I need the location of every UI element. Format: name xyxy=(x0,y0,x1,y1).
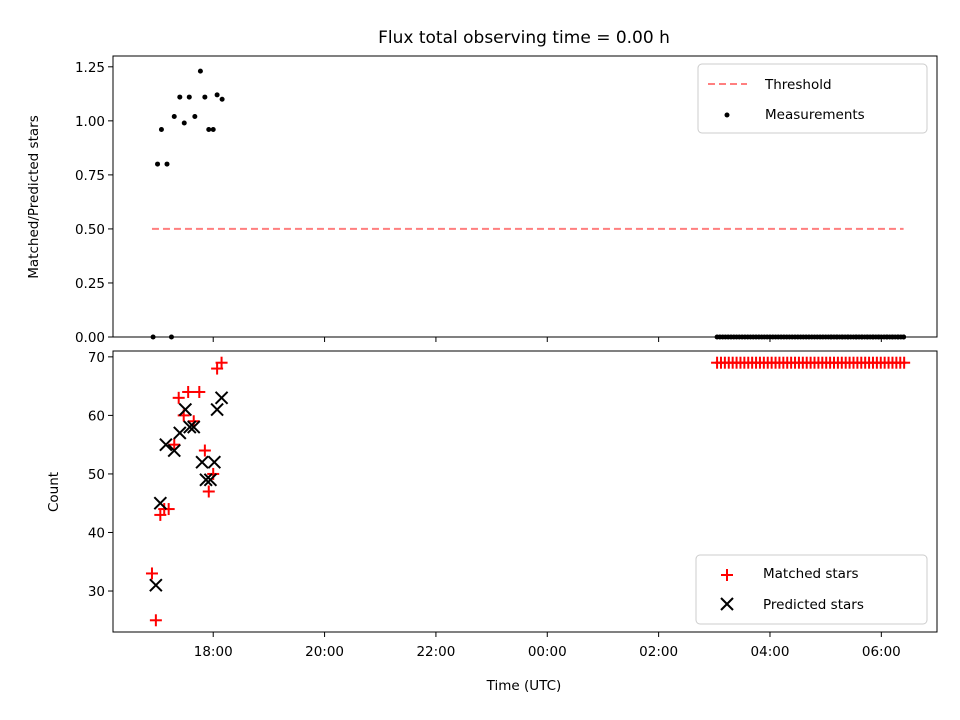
ratio-axes-frame xyxy=(112,55,938,338)
legend-predicted-label: Predicted stars xyxy=(763,597,864,613)
matched-star-point xyxy=(168,438,181,451)
ratio-y-tick-label: 0.00 xyxy=(75,330,105,346)
predicted-star-point xyxy=(214,391,229,405)
chart-title: Flux total observing time = 0.00 h xyxy=(378,28,670,48)
matched-star-point xyxy=(172,391,185,404)
count-x-tick-label: 06:00 xyxy=(862,644,901,660)
measurement-point xyxy=(186,94,192,100)
count-y-tick-label: 40 xyxy=(88,525,105,541)
matched-star-point xyxy=(182,385,195,398)
ratio-y-tick-label: 1.25 xyxy=(75,60,105,76)
predicted-star-point xyxy=(207,455,222,469)
matched-star-point xyxy=(149,614,162,627)
predicted-star-point xyxy=(159,437,173,452)
matched-star-point xyxy=(898,356,911,369)
count-x-tick-label: 22:00 xyxy=(416,644,455,660)
predicted-star-point xyxy=(199,473,213,487)
measurement-point xyxy=(214,92,220,98)
count-y-axis-label: Count xyxy=(46,472,62,512)
measurement-point xyxy=(210,126,216,132)
predicted-star-point xyxy=(149,578,163,592)
measurement-point xyxy=(197,68,203,74)
measurement-point xyxy=(181,120,187,126)
count-y-tick-label: 50 xyxy=(88,467,105,483)
count-y-tick-label: 60 xyxy=(88,408,105,424)
matched-star-point xyxy=(193,385,206,398)
count-legend: Matched stars Predicted stars xyxy=(695,554,928,625)
ratio-y-tick-label: 0.75 xyxy=(75,168,105,184)
predicted-star-point xyxy=(153,496,168,510)
count-x-tick-label: 20:00 xyxy=(305,644,344,660)
x-axis-label: Time (UTC) xyxy=(486,678,562,694)
matched-star-point xyxy=(198,444,211,457)
count-y-ticks: 30 40 50 60 70 xyxy=(88,350,113,600)
matched-star-point xyxy=(202,485,215,498)
count-y-tick-label: 30 xyxy=(88,584,105,600)
legend-matched-label: Matched stars xyxy=(763,566,859,582)
count-marks xyxy=(145,356,911,627)
legend-measurements-swatch xyxy=(724,112,730,118)
legend-measurements-label: Measurements xyxy=(765,107,865,123)
count-y-tick-label: 70 xyxy=(88,350,105,366)
matched-star-point xyxy=(162,503,175,516)
predicted-star-point xyxy=(187,420,201,434)
ratio-marks xyxy=(150,68,907,340)
measurement-point xyxy=(155,161,161,167)
ratio-y-axis-label: Matched/Predicted stars xyxy=(26,115,42,278)
matched-star-point xyxy=(145,567,158,580)
predicted-star-point xyxy=(173,426,187,440)
predicted-star-point xyxy=(183,420,197,434)
count-x-tick-label: 18:00 xyxy=(194,644,233,660)
count-x-ticks: 18:00 20:00 22:00 00:00 02:00 04:00 06:00 xyxy=(194,632,901,660)
legend-predicted-swatch xyxy=(720,597,734,611)
ratio-y-tick-label: 0.50 xyxy=(75,222,105,238)
measurement-point xyxy=(171,114,177,120)
legend-matched-swatch xyxy=(721,569,733,581)
legend-threshold-label: Threshold xyxy=(764,77,832,93)
measurement-point xyxy=(158,126,164,132)
ratio-legend: Threshold Measurements xyxy=(697,63,928,134)
count-panel: 30 40 50 60 70 18:00 20:00 22:00 00:00 02:00 04:0… xyxy=(46,350,938,694)
ratio-y-ticks: 0.00 0.25 0.50 0.75 1.00 1.25 xyxy=(75,60,113,346)
count-legend-box xyxy=(695,554,928,625)
predicted-star-point xyxy=(203,473,218,487)
measurement-point xyxy=(202,94,208,100)
ratio-y-tick-label: 0.25 xyxy=(75,276,105,292)
count-x-tick-label: 02:00 xyxy=(639,644,678,660)
measurement-point xyxy=(206,126,212,132)
ratio-legend-box xyxy=(697,63,928,134)
matched-star-point xyxy=(187,415,200,428)
predicted-star-point xyxy=(167,443,181,458)
matched-star-point xyxy=(215,356,228,369)
predicted-star-point xyxy=(178,402,193,417)
count-x-tick-label: 04:00 xyxy=(751,644,790,660)
measurement-point xyxy=(177,94,183,100)
predicted-star-point xyxy=(210,402,224,417)
measurement-point xyxy=(192,114,198,120)
measurement-point xyxy=(219,96,225,102)
ratio-panel: 0.00 0.25 0.50 0.75 1.00 1.25 Matched/Predict… xyxy=(26,55,938,346)
ratio-y-tick-label: 1.00 xyxy=(75,114,105,130)
predicted-star-point xyxy=(195,455,209,469)
measurement-point xyxy=(164,161,170,167)
ratio-x-ticks xyxy=(212,337,882,342)
count-axes-frame xyxy=(112,350,938,633)
count-x-tick-label: 00:00 xyxy=(528,644,567,660)
